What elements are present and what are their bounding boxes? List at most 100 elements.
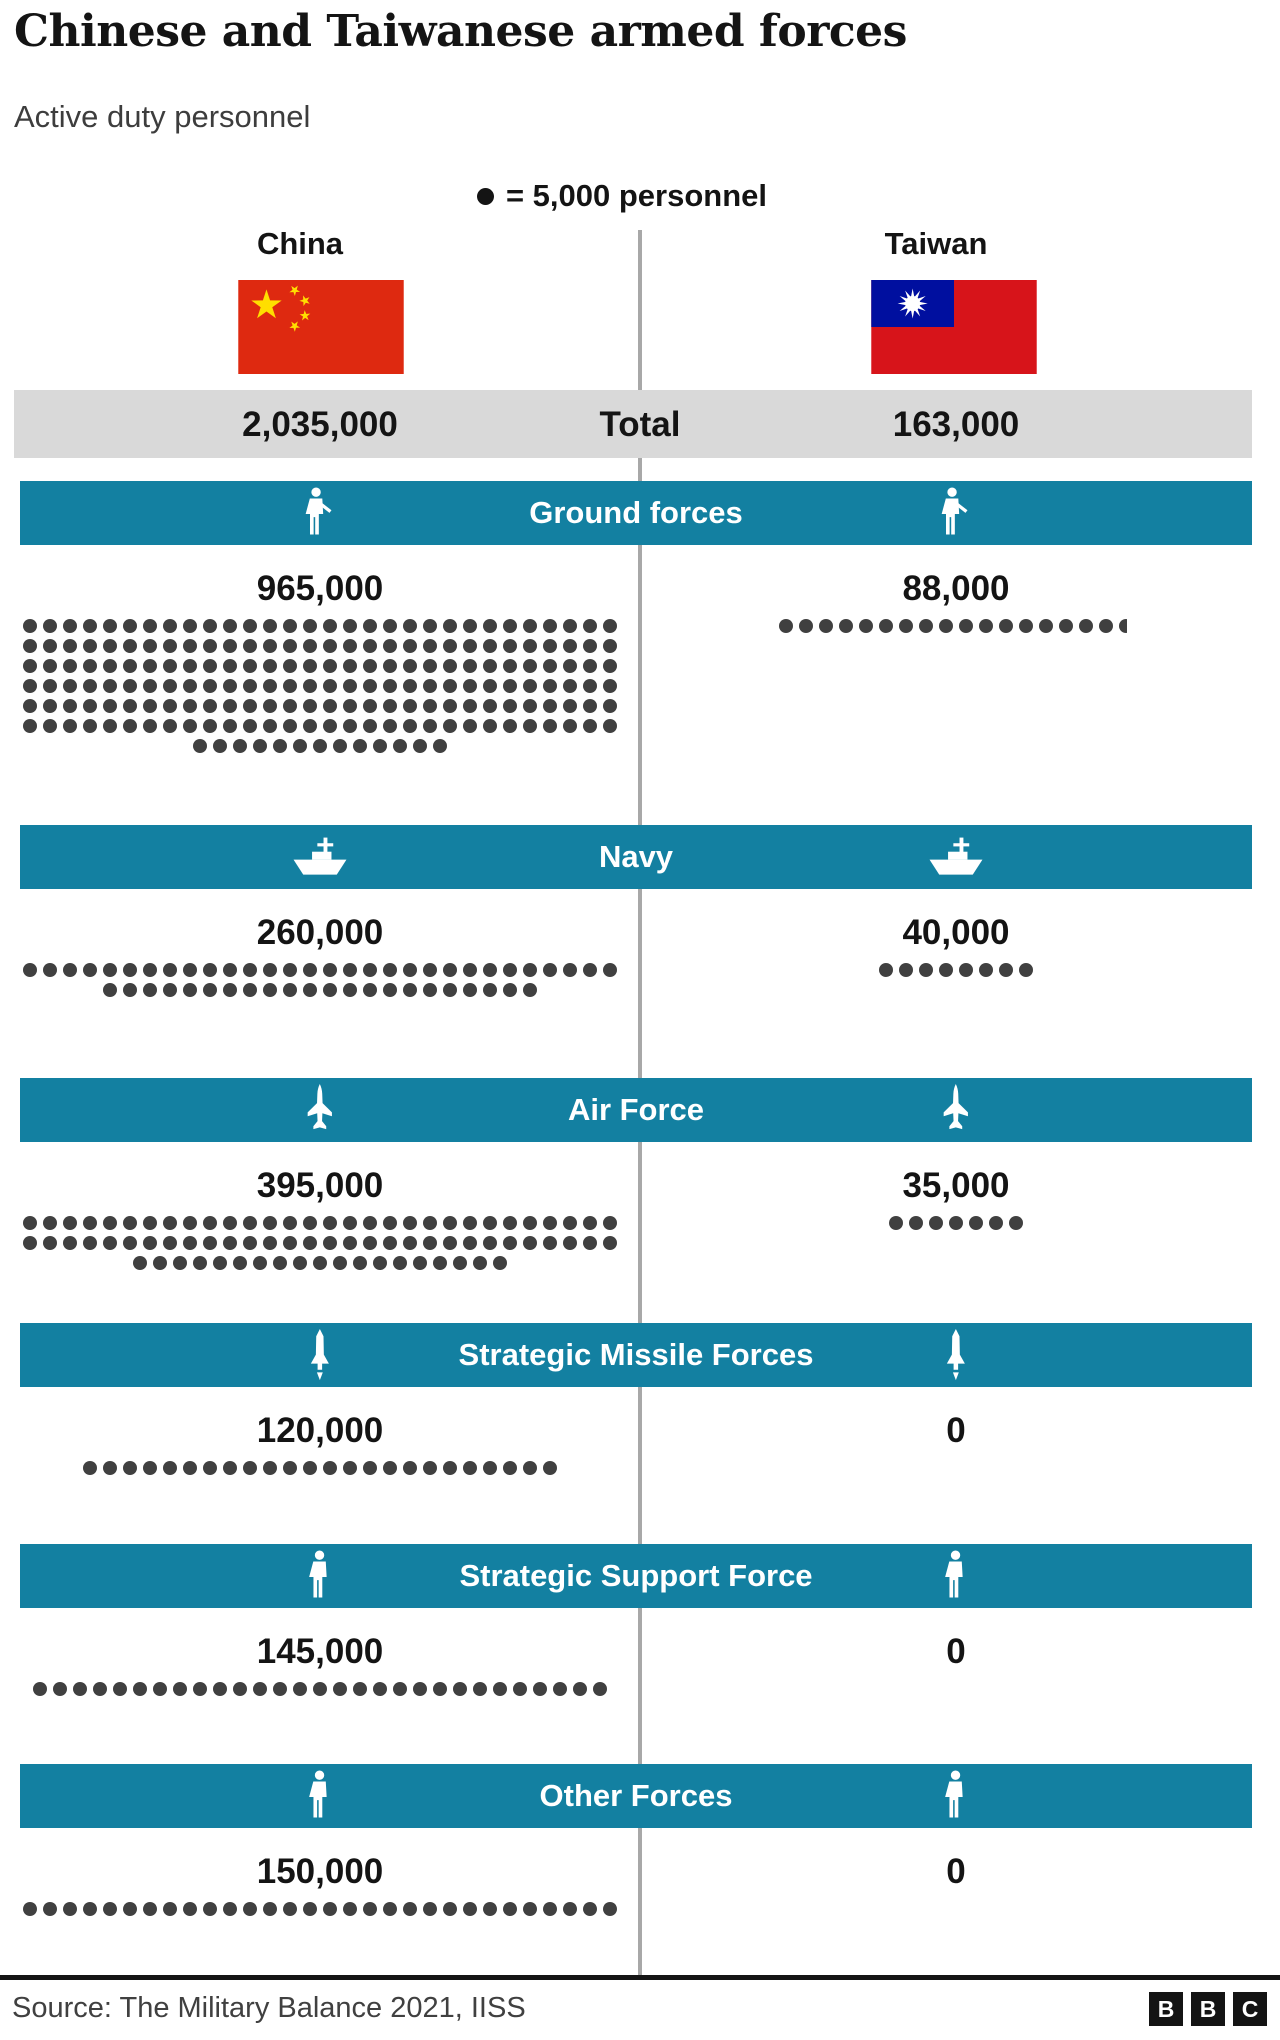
value-taiwan: 0 — [946, 1632, 966, 1671]
dot-row — [23, 1216, 617, 1230]
personnel-dot — [363, 619, 377, 633]
personnel-dot — [303, 1236, 317, 1250]
value-china: 260,000 — [256, 913, 384, 952]
personnel-dot — [283, 619, 297, 633]
personnel-dot — [263, 1902, 277, 1916]
personnel-dot — [203, 659, 217, 673]
personnel-dot — [263, 699, 277, 713]
personnel-dot — [463, 679, 477, 693]
personnel-dot — [33, 1682, 47, 1696]
personnel-dot — [383, 963, 397, 977]
personnel-dot — [153, 1256, 167, 1270]
personnel-dot — [93, 1682, 107, 1696]
personnel-dot — [473, 1256, 487, 1270]
personnel-dot — [1039, 619, 1053, 633]
personnel-dot — [273, 1256, 287, 1270]
personnel-dot — [283, 1216, 297, 1230]
personnel-dot — [83, 1461, 97, 1475]
personnel-dot — [423, 1461, 437, 1475]
personnel-dot — [443, 983, 457, 997]
personnel-dot — [423, 719, 437, 733]
personnel-dot — [163, 699, 177, 713]
personnel-dot — [283, 679, 297, 693]
personnel-dot — [959, 963, 973, 977]
personnel-dot — [43, 699, 57, 713]
personnel-dot — [123, 1236, 137, 1250]
personnel-dot — [343, 619, 357, 633]
section-title: Navy — [598, 839, 674, 874]
personnel-dot — [223, 639, 237, 653]
personnel-dot — [163, 1216, 177, 1230]
personnel-dot — [63, 1216, 77, 1230]
personnel-dot — [323, 983, 337, 997]
personnel-dot — [463, 619, 477, 633]
personnel-dot — [383, 983, 397, 997]
personnel-dot — [263, 619, 277, 633]
dot-row — [889, 1216, 1023, 1230]
personnel-dot — [603, 1216, 617, 1230]
china-flag-svg — [238, 280, 404, 374]
ship-icon — [926, 831, 986, 883]
section-band: Ground forces — [20, 481, 1252, 545]
personnel-dot — [443, 719, 457, 733]
personnel-dot — [343, 1902, 357, 1916]
personnel-dot — [443, 1236, 457, 1250]
personnel-dot — [343, 719, 357, 733]
personnel-dot — [503, 719, 517, 733]
legend-label: = 5,000 personnel — [505, 178, 768, 213]
personnel-dot — [313, 1682, 327, 1696]
jet-icon — [926, 1084, 986, 1136]
value-china: 145,000 — [256, 1632, 384, 1671]
personnel-dot — [899, 963, 913, 977]
source-credit: Source: The Military Balance 2021, IISS — [12, 1992, 526, 2024]
personnel-dot — [1099, 619, 1113, 633]
personnel-dot — [453, 1256, 467, 1270]
personnel-dot — [393, 1256, 407, 1270]
personnel-dot — [123, 699, 137, 713]
personnel-dot — [543, 659, 557, 673]
dot-row — [779, 619, 1128, 633]
personnel-dot — [83, 719, 97, 733]
value-china: 120,000 — [256, 1411, 384, 1450]
personnel-dot — [263, 639, 277, 653]
personnel-dot — [583, 719, 597, 733]
personnel-dot — [63, 1902, 77, 1916]
personnel-dot — [543, 1236, 557, 1250]
personnel-dot — [503, 983, 517, 997]
personnel-dot — [383, 639, 397, 653]
personnel-dot — [483, 1236, 497, 1250]
personnel-dot — [283, 1461, 297, 1475]
personnel-dot — [283, 719, 297, 733]
personnel-dot — [383, 1461, 397, 1475]
person-icon — [290, 1550, 350, 1602]
section-band: Strategic Missile Forces — [20, 1323, 1252, 1387]
personnel-dot — [243, 983, 257, 997]
personnel-dot — [403, 1902, 417, 1916]
personnel-dot — [1119, 619, 1128, 633]
personnel-dot — [343, 659, 357, 673]
personnel-dot — [243, 963, 257, 977]
personnel-dot — [83, 619, 97, 633]
personnel-dot — [513, 1682, 527, 1696]
personnel-dot — [423, 1902, 437, 1916]
personnel-dot — [503, 679, 517, 693]
bbc-logo-letter: B — [1149, 1992, 1183, 2026]
personnel-dot — [233, 1256, 247, 1270]
personnel-dot — [353, 1256, 367, 1270]
personnel-dot — [343, 1216, 357, 1230]
personnel-dot — [979, 619, 993, 633]
personnel-dot — [393, 739, 407, 753]
personnel-dot — [543, 1461, 557, 1475]
personnel-dot — [343, 639, 357, 653]
personnel-dot — [423, 679, 437, 693]
personnel-dot — [343, 983, 357, 997]
personnel-dot — [303, 963, 317, 977]
bbc-logo-letter: C — [1233, 1992, 1267, 2026]
personnel-dot — [503, 1236, 517, 1250]
personnel-dot — [183, 963, 197, 977]
personnel-dot — [123, 1461, 137, 1475]
personnel-dot — [543, 619, 557, 633]
personnel-dot — [563, 639, 577, 653]
personnel-dot — [303, 679, 317, 693]
dot-row — [23, 699, 617, 713]
